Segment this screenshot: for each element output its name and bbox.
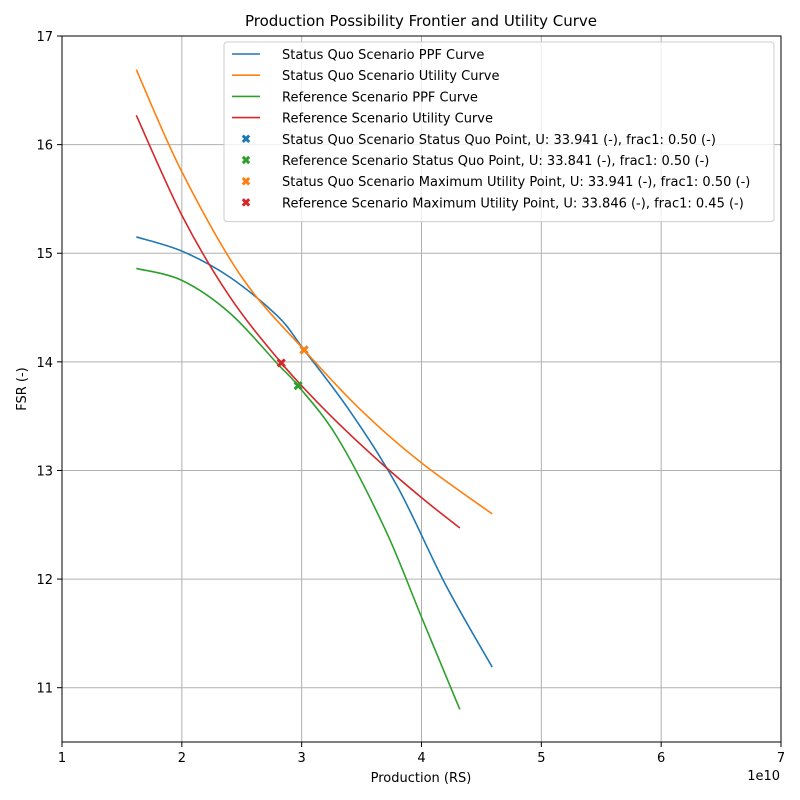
chart-title: Production Possibility Frontier and Util… (245, 12, 597, 30)
y-tick-label: 17 (36, 30, 53, 45)
x-tick-label: 6 (657, 751, 665, 766)
legend-entry-label: Reference Scenario Utility Curve (282, 112, 493, 127)
legend-entry-label: Status Quo Scenario Status Quo Point, U:… (282, 133, 716, 148)
y-axis-label: FSR (-) (15, 367, 30, 411)
x-tick-label: 4 (417, 751, 425, 766)
marker-point-4 (276, 358, 286, 368)
x-tick-label: 5 (537, 751, 545, 766)
y-tick-label: 13 (36, 464, 53, 479)
legend-swatch-marker (241, 198, 251, 207)
y-tick-label: 11 (36, 682, 53, 697)
legend-swatch-marker (241, 176, 251, 186)
x-axis-label: Production (RS) (371, 771, 472, 786)
marker-point-2 (293, 381, 303, 391)
marker-point-3 (299, 345, 309, 355)
series-line-1 (136, 236, 493, 668)
legend-entry-label: Status Quo Scenario Maximum Utility Poin… (282, 175, 750, 190)
legend-entry-label: Status Quo Scenario PPF Curve (282, 48, 484, 63)
marker-layer (276, 345, 309, 391)
series-line-2 (135, 69, 493, 515)
y-tick-label: 14 (36, 356, 53, 371)
y-tick-label: 16 (36, 139, 53, 154)
series-line-4 (135, 114, 461, 529)
series-layer (135, 69, 493, 710)
x-tick-label: 2 (178, 751, 186, 766)
series-line-3 (136, 267, 461, 710)
legend-entry-label: Reference Scenario Maximum Utility Point… (282, 196, 744, 211)
y-tick-label: 15 (36, 247, 53, 262)
legend-entry-label: Reference Scenario Status Quo Point, U: … (282, 154, 709, 169)
legend-box (223, 41, 775, 223)
legend-swatch-marker (241, 155, 251, 165)
legend-swatch-marker (241, 134, 251, 144)
legend: Status Quo Scenario PPF Curve Status Quo … (223, 41, 775, 223)
x-tick-label: 3 (298, 751, 306, 766)
legend-entry-label: Status Quo Scenario Utility Curve (282, 69, 499, 84)
legend-entry-label: Reference Scenario PPF Curve (282, 90, 478, 105)
x-tick-label: 1 (58, 751, 66, 766)
y-tick-label: 12 (36, 573, 53, 588)
x-tick-label: 7 (777, 751, 785, 766)
x-axis-scale-label: 1e10 (747, 769, 780, 784)
